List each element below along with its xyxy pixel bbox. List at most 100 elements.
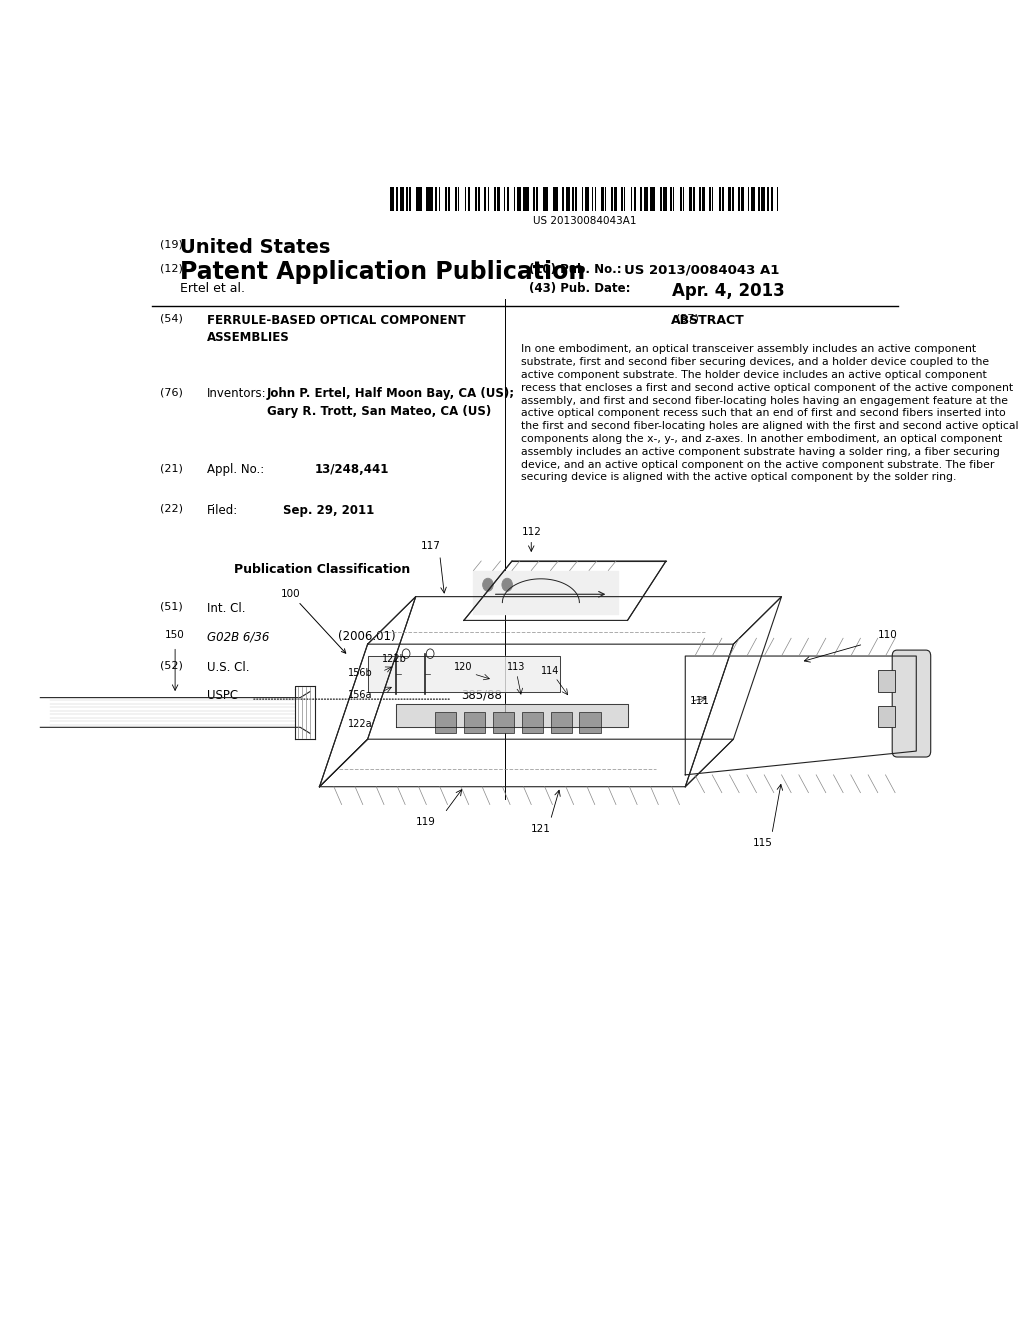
Bar [634, 187, 636, 211]
Bar [399, 187, 403, 211]
Bar [640, 187, 642, 211]
Bar [741, 187, 743, 211]
Bar [752, 187, 755, 211]
Text: Int. Cl.: Int. Cl. [207, 602, 246, 615]
Bar [521, 711, 543, 734]
Bar [699, 187, 701, 211]
Bar [514, 187, 515, 211]
Bar [396, 187, 397, 211]
Bar [683, 187, 684, 211]
Bar [429, 187, 433, 211]
Bar [592, 187, 593, 211]
Bar [689, 187, 691, 211]
Bar [670, 187, 672, 211]
Text: (52): (52) [160, 660, 182, 671]
Bar [523, 187, 527, 211]
Bar [601, 187, 604, 211]
Bar [680, 187, 682, 211]
Bar [777, 187, 778, 211]
Text: 122a: 122a [348, 719, 373, 730]
Text: Ertel et al.: Ertel et al. [179, 282, 245, 296]
Text: In one embodiment, an optical transceiver assembly includes an active component : In one embodiment, an optical transceive… [521, 345, 1018, 482]
Text: 111: 111 [690, 696, 710, 706]
Bar [614, 187, 616, 211]
Text: 100: 100 [281, 589, 346, 653]
Bar [543, 187, 547, 211]
Bar [494, 187, 496, 211]
Bar [565, 187, 569, 211]
Text: Patent Application Publication: Patent Application Publication [179, 260, 585, 284]
Text: USPC: USPC [207, 689, 239, 702]
Text: 112: 112 [521, 527, 542, 537]
Text: US 2013/0084043 A1: US 2013/0084043 A1 [624, 263, 779, 276]
Bar [507, 187, 509, 211]
Text: (22): (22) [160, 504, 182, 513]
Text: G02B 6/36: G02B 6/36 [207, 630, 269, 643]
Bar [595, 187, 596, 211]
Bar [878, 706, 895, 727]
Bar [390, 187, 394, 211]
Bar [572, 187, 573, 211]
Bar [728, 187, 731, 211]
Text: US 20130084043A1: US 20130084043A1 [532, 216, 636, 226]
Text: (12): (12) [160, 263, 182, 273]
Bar [487, 187, 488, 211]
Text: 120: 120 [455, 663, 473, 672]
Bar [748, 187, 750, 211]
Text: FERRULE-BASED OPTICAL COMPONENT
ASSEMBLIES: FERRULE-BASED OPTICAL COMPONENT ASSEMBLI… [207, 314, 466, 345]
Text: Sep. 29, 2011: Sep. 29, 2011 [283, 504, 374, 517]
Bar [534, 187, 535, 211]
Text: (54): (54) [160, 314, 182, 323]
Bar [445, 187, 446, 211]
Circle shape [502, 578, 512, 591]
Bar [410, 187, 411, 211]
Text: 156a: 156a [348, 689, 373, 700]
Bar [435, 711, 456, 734]
Bar [878, 671, 895, 692]
Text: (76): (76) [160, 387, 182, 397]
Text: Publication Classification: Publication Classification [234, 562, 411, 576]
Text: 119: 119 [416, 817, 435, 826]
Text: (57): (57) [676, 314, 698, 323]
Text: United States: United States [179, 238, 330, 256]
Text: 156b: 156b [348, 668, 373, 678]
Text: 122b: 122b [382, 653, 407, 664]
Bar [493, 711, 514, 734]
Text: Filed:: Filed: [207, 504, 239, 517]
Bar [553, 187, 557, 211]
Bar [562, 187, 564, 211]
Bar [416, 187, 420, 211]
Text: 150: 150 [165, 630, 185, 640]
Bar [551, 711, 571, 734]
Text: 114: 114 [541, 665, 559, 676]
FancyBboxPatch shape [892, 651, 931, 758]
Bar [498, 187, 500, 211]
Bar [709, 187, 712, 211]
Bar [468, 187, 470, 211]
Bar [455, 187, 458, 211]
Bar [722, 187, 724, 211]
Bar [621, 187, 624, 211]
Bar [426, 187, 430, 211]
Bar [611, 187, 612, 211]
Bar [407, 187, 408, 211]
Bar [664, 187, 668, 211]
Text: U.S. Cl.: U.S. Cl. [207, 660, 250, 673]
Bar [653, 187, 655, 211]
Text: (21): (21) [160, 463, 182, 474]
Bar [435, 187, 437, 211]
Bar [738, 187, 739, 211]
Bar [546, 187, 549, 211]
Text: 121: 121 [531, 824, 551, 834]
Bar [504, 187, 505, 211]
Bar [719, 187, 721, 211]
Bar [517, 187, 521, 211]
Bar [580, 711, 600, 734]
Text: (19): (19) [160, 240, 182, 249]
Text: 115: 115 [753, 838, 772, 849]
Bar [438, 187, 440, 211]
Bar [582, 187, 583, 211]
Bar [556, 187, 558, 211]
Text: ABSTRACT: ABSTRACT [671, 314, 744, 327]
Text: 117: 117 [421, 541, 440, 552]
